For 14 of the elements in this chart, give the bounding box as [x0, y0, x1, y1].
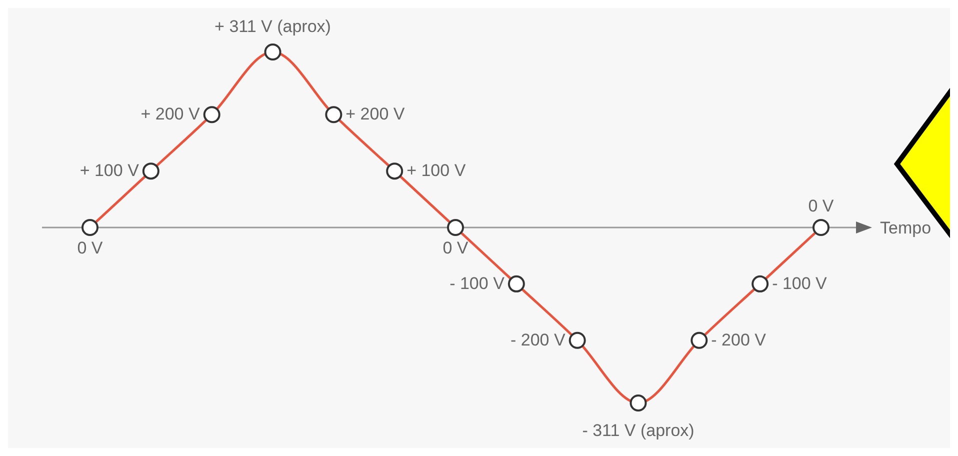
- data-label: 0 V: [442, 238, 469, 258]
- data-label: + 311 V (aprox): [214, 17, 331, 36]
- data-label: + 100 V: [406, 161, 466, 180]
- data-label: - 200 V: [711, 330, 767, 350]
- data-label: + 200 V: [140, 104, 200, 124]
- data-label: - 200 V: [510, 330, 566, 350]
- data-label: - 100 V: [450, 274, 506, 293]
- x-axis-title: Tempo: [880, 218, 932, 238]
- data-label: 0 V: [808, 196, 834, 216]
- data-label: - 311 V (aprox): [582, 421, 694, 440]
- data-label: 0 V: [77, 238, 104, 258]
- data-label: + 100 V: [80, 161, 140, 180]
- data-label: + 200 V: [346, 104, 406, 124]
- data-label: - 100 V: [772, 274, 828, 293]
